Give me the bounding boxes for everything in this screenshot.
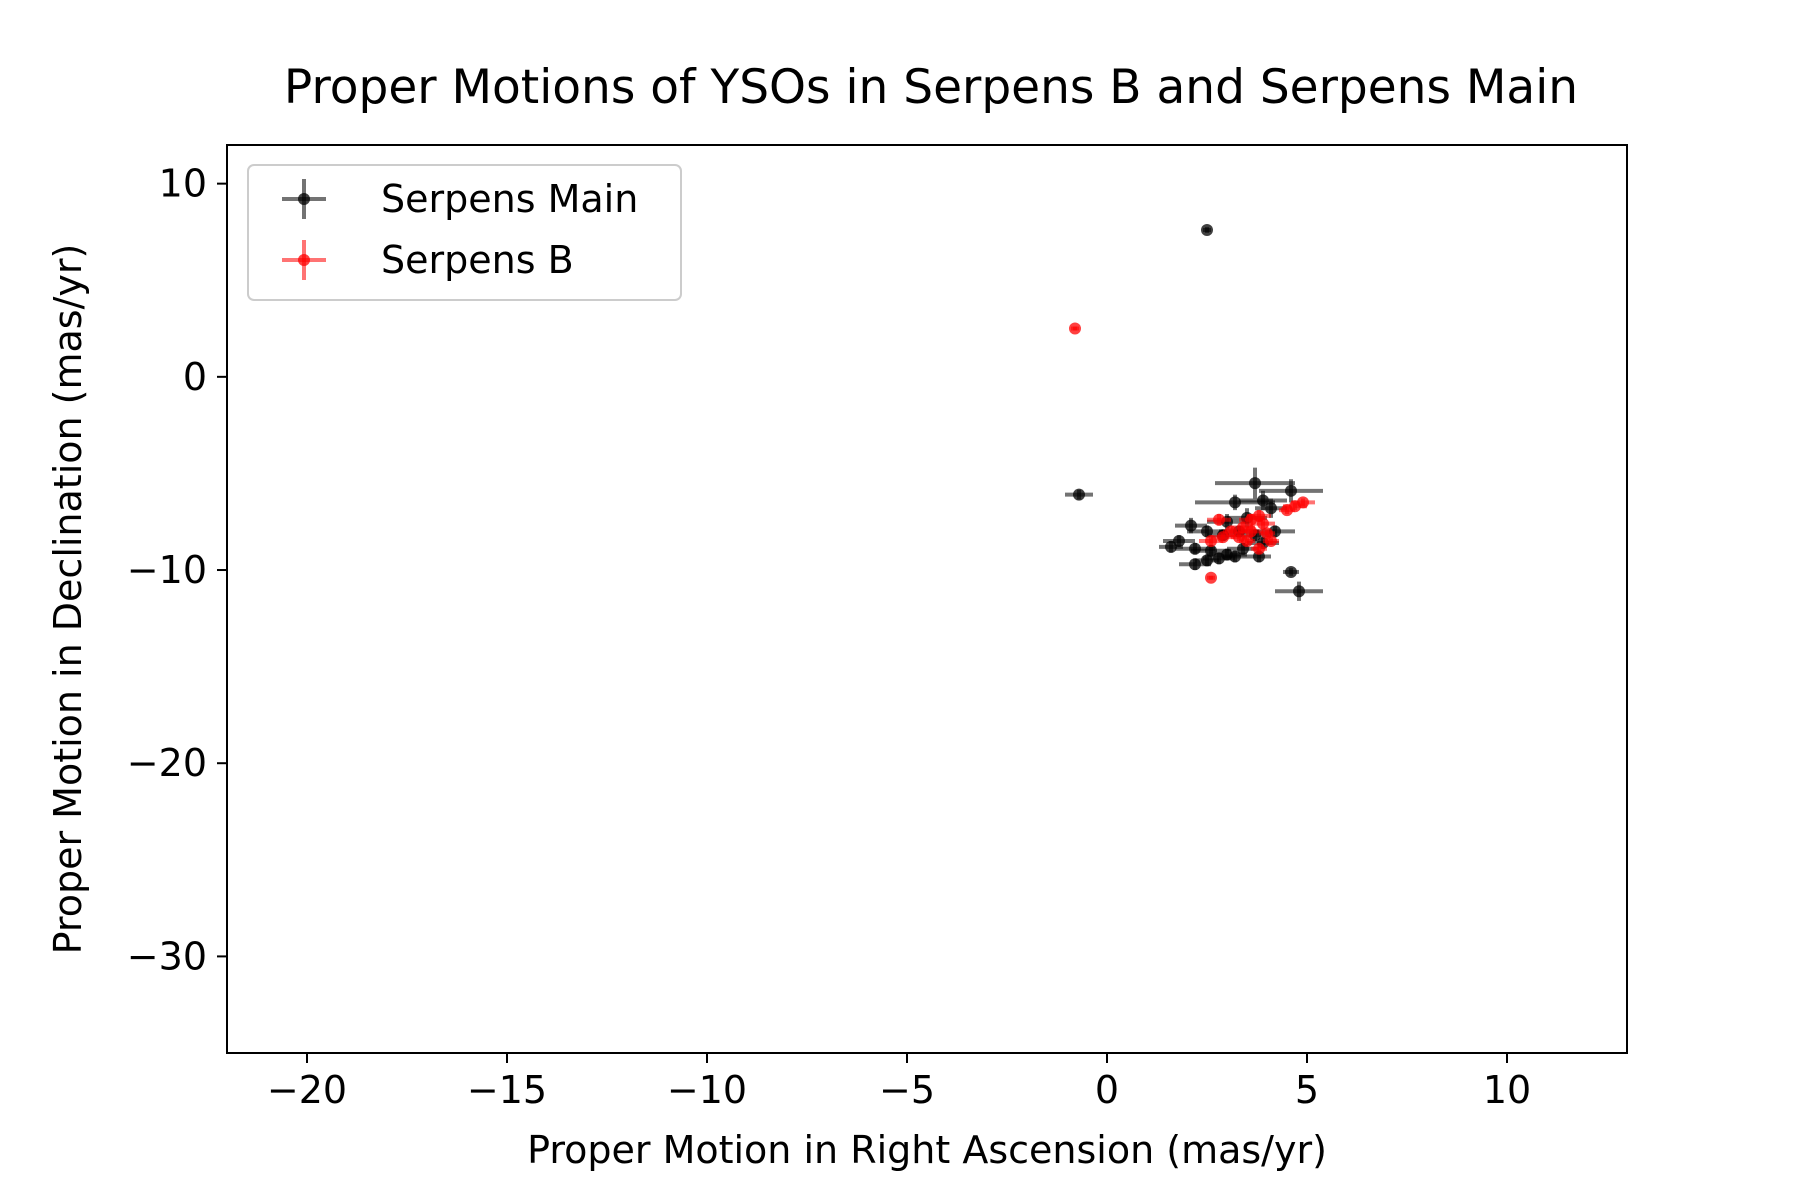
y-tick-label: −20 <box>127 741 207 785</box>
serpens-main-point <box>1293 585 1305 598</box>
x-tick-label: 0 <box>1095 1068 1119 1112</box>
serpens-main-point <box>1165 540 1177 553</box>
serpens-b-point <box>1253 542 1265 555</box>
serpens-main-point <box>1285 484 1297 497</box>
serpens-main-point <box>1285 565 1297 578</box>
y-axis-label: Proper Motion in Declination (mas/yr) <box>46 244 90 955</box>
y-tick-label: −30 <box>127 934 207 978</box>
serpens-b-point <box>1265 535 1277 548</box>
serpens-b-point <box>1257 517 1269 530</box>
plot-marks <box>1065 224 1323 601</box>
x-tick-label: −10 <box>667 1068 747 1112</box>
serpens-main-point <box>1229 550 1241 563</box>
serpens-main-point <box>1073 488 1085 501</box>
serpens-main-point <box>1201 554 1213 567</box>
axis-ticks: −20 −15 −10 −5 0 5 10 −30 −20 −10 0 10 <box>127 162 1531 1112</box>
serpens-b-series <box>1069 322 1315 584</box>
serpens-b-point <box>1205 571 1217 584</box>
legend-entries <box>282 179 326 280</box>
serpens-main-point <box>1201 224 1213 237</box>
serpens-main-point <box>1265 502 1277 515</box>
x-tick-label: −5 <box>879 1068 935 1112</box>
axes-frame <box>226 144 1628 1054</box>
legend-label-serpens-main: Serpens Main <box>381 177 638 221</box>
x-axis-label: Proper Motion in Right Ascension (mas/yr… <box>527 1128 1327 1172</box>
serpens-b-point <box>1069 322 1081 335</box>
serpens-b-point <box>1205 535 1217 548</box>
serpens-b-point <box>1241 535 1253 548</box>
serpens-b-point <box>1245 525 1257 538</box>
serpens-main-point <box>1249 477 1261 490</box>
serpens-b-point <box>1281 504 1293 517</box>
legend: Serpens Main Serpens B <box>247 164 682 301</box>
chart-title: Proper Motions of YSOs in Serpens B and … <box>284 60 1578 115</box>
y-tick-label: −10 <box>127 548 207 592</box>
x-tick-label: −15 <box>467 1068 547 1112</box>
serpens-b-point <box>1213 513 1225 526</box>
legend-box <box>247 164 682 301</box>
x-tick-label: −20 <box>267 1068 347 1112</box>
y-tick-label: 10 <box>159 162 207 206</box>
y-tick-label: 0 <box>183 355 207 399</box>
x-tick-label: 10 <box>1483 1068 1531 1112</box>
x-tick-label: 5 <box>1295 1068 1319 1112</box>
legend-serpens-b-point <box>298 254 310 266</box>
legend-label-serpens-b: Serpens B <box>381 238 574 282</box>
serpens-main-point <box>1185 519 1197 532</box>
legend-serpens-main-point <box>298 193 310 205</box>
serpens-main-point <box>1229 496 1241 509</box>
